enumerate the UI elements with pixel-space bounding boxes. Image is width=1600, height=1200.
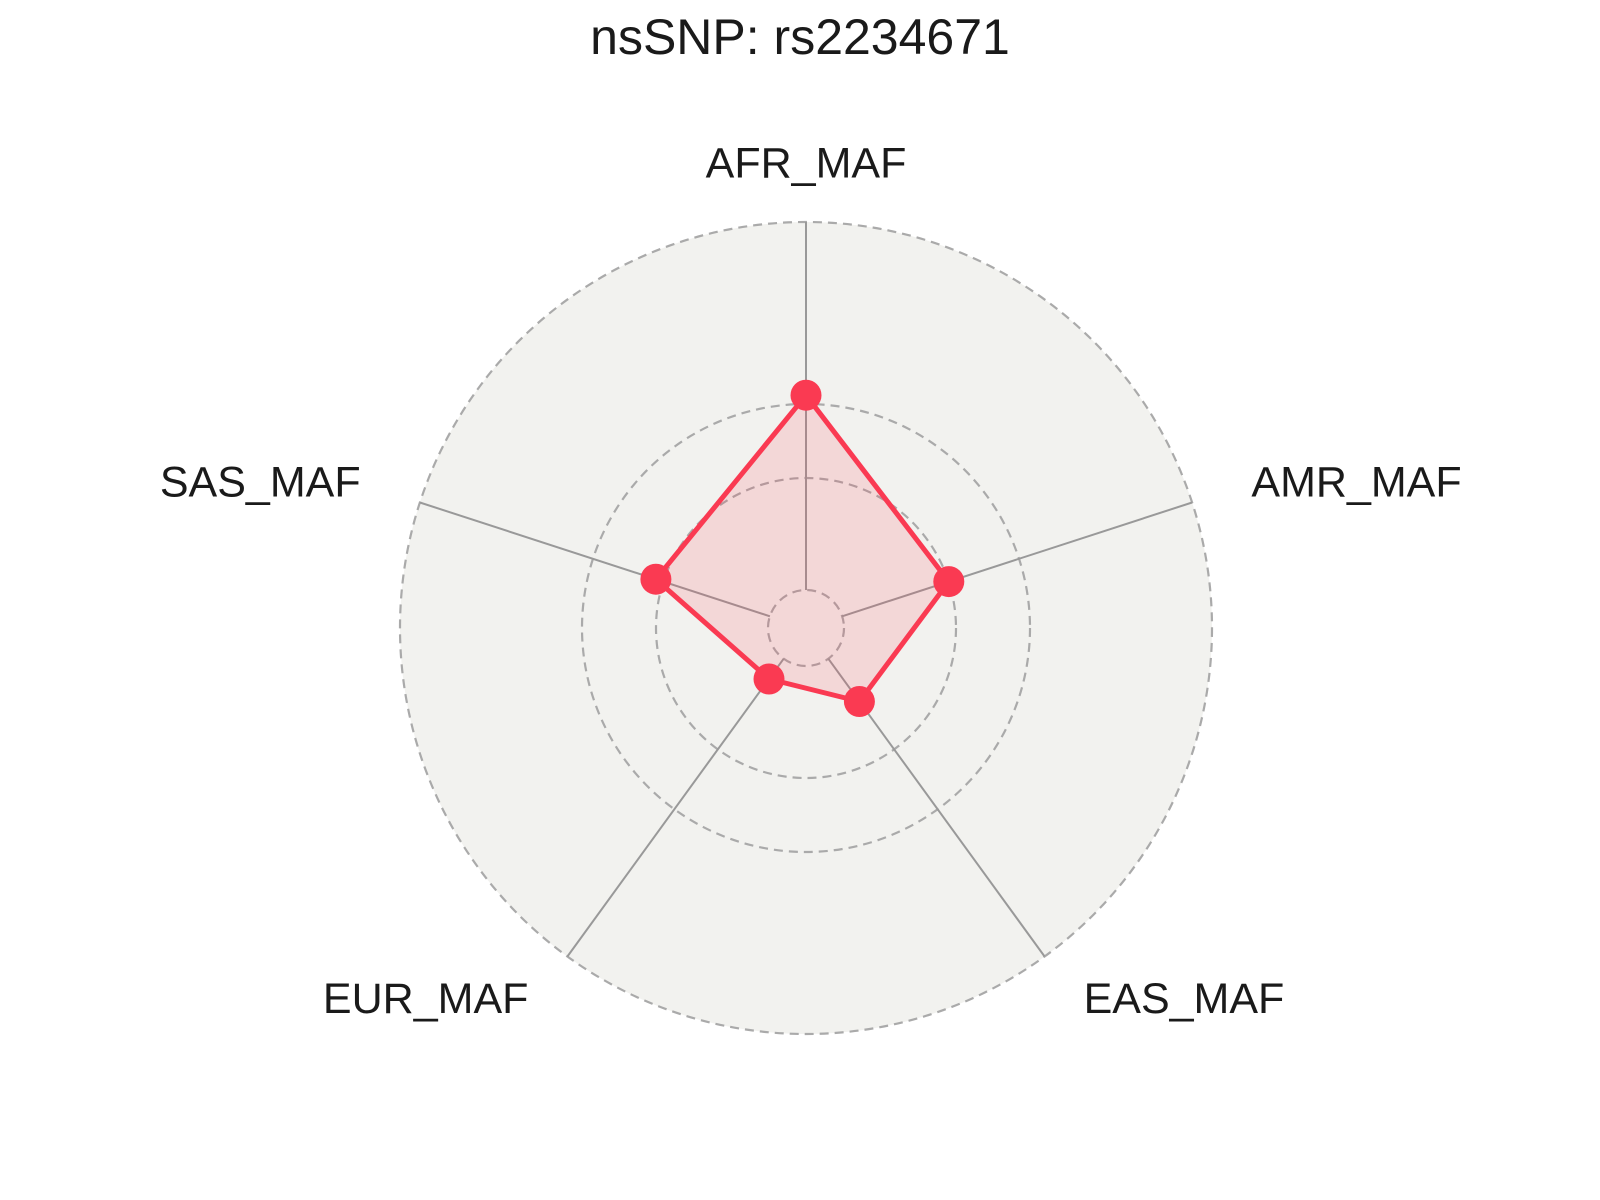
svg-text:EUR_MAF: EUR_MAF <box>323 975 528 1023</box>
svg-text:AFR_MAF: AFR_MAF <box>706 139 907 187</box>
svg-text:SAS_MAF: SAS_MAF <box>160 459 361 507</box>
svg-text:EAS_MAF: EAS_MAF <box>1084 975 1285 1023</box>
svg-text:AMR_MAF: AMR_MAF <box>1251 459 1461 507</box>
